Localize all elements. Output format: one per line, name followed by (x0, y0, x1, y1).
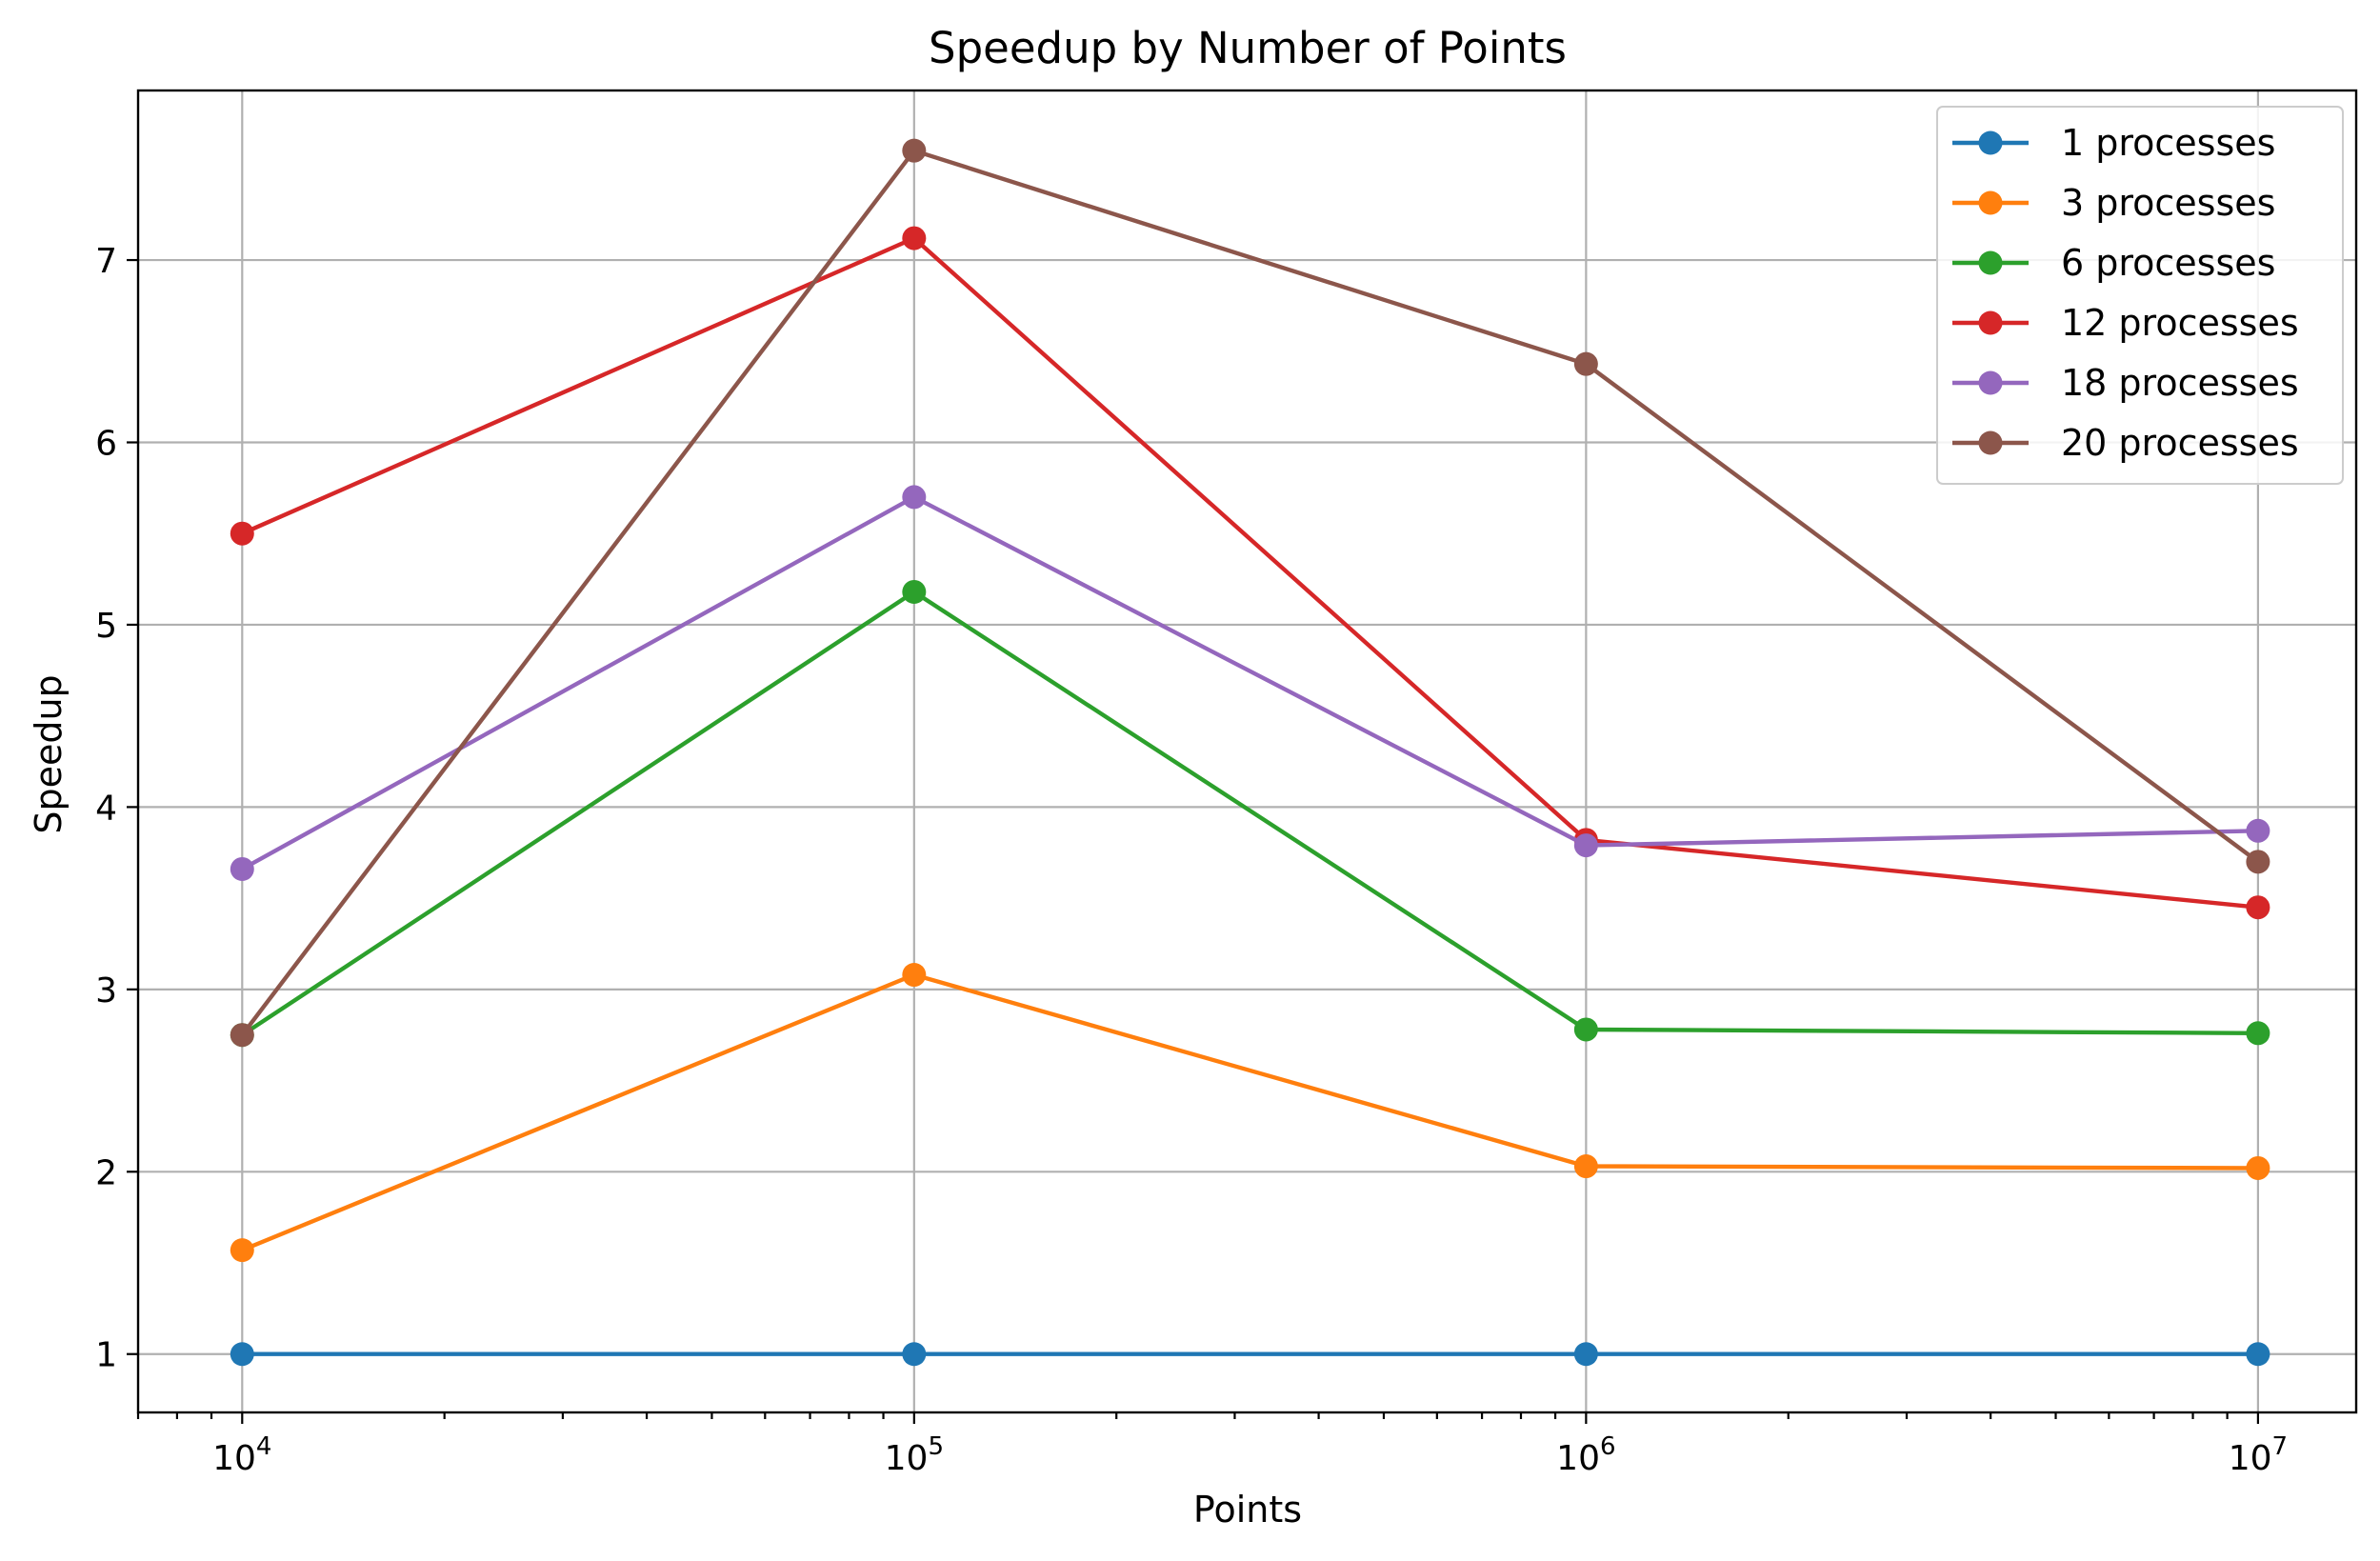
x-tick-label-exponent: 6 (1600, 1432, 1616, 1461)
series-line (241, 235, 2259, 910)
y-tick-label: 7 (95, 242, 117, 281)
legend-item: 12 processes (1952, 302, 2299, 344)
legend-item: 6 processes (1952, 242, 2275, 284)
series-group (230, 963, 2270, 1263)
legend-marker (1978, 370, 2003, 395)
y-tick-label: 1 (95, 1336, 117, 1375)
legend: 1 processes 3 processes 6 processes 12 proc… (1936, 106, 2344, 485)
data-point (1573, 833, 1598, 858)
series-line (241, 494, 2258, 871)
x-tick-label: 106 (1556, 1432, 1615, 1478)
legend-item: 18 processes (1952, 362, 2299, 404)
x-axis-label: Points (1193, 1489, 1302, 1531)
data-point (2246, 1342, 2270, 1367)
y-tick-label: 3 (95, 971, 117, 1011)
data-point (902, 138, 927, 163)
data-point (2246, 1021, 2270, 1046)
legend-item: 20 processes (1952, 422, 2299, 464)
x-tick-label-base: 10 (212, 1439, 256, 1478)
data-point (230, 1238, 254, 1263)
x-tick-label: 104 (212, 1432, 271, 1478)
legend-label: 6 processes (2061, 242, 2275, 284)
legend-marker (1978, 190, 2003, 215)
x-tick-label-base: 10 (2229, 1439, 2272, 1478)
data-point (2246, 895, 2270, 920)
data-point (230, 856, 254, 881)
series-line (241, 972, 2258, 1252)
legend-label: 20 processes (2061, 422, 2299, 464)
x-tick-label-base: 10 (885, 1439, 929, 1478)
legend-item: 1 processes (1952, 122, 2275, 164)
x-tick-label-exponent: 5 (928, 1432, 944, 1461)
data-point (1573, 1154, 1598, 1179)
x-tick-label-exponent: 4 (256, 1432, 272, 1461)
data-point (1573, 1342, 1598, 1367)
y-tick-label: 4 (95, 789, 117, 828)
legend-marker (1978, 250, 2003, 275)
series-group (230, 138, 2270, 1048)
legend-marker (1978, 310, 2003, 335)
legend-marker (1978, 130, 2003, 155)
y-tick-label: 2 (95, 1153, 117, 1192)
y-tick-label: 5 (95, 607, 117, 646)
legend-box (1936, 106, 2344, 485)
y-tick-label: 6 (95, 424, 117, 463)
data-point (1573, 1017, 1598, 1042)
data-point (2246, 818, 2270, 843)
legend-label: 18 processes (2061, 362, 2299, 404)
data-point (2246, 850, 2270, 874)
plot-series (230, 138, 2270, 1367)
series-line (241, 590, 2258, 1037)
data-point (1573, 351, 1598, 376)
data-point (902, 579, 927, 604)
series-group (230, 1342, 2270, 1367)
data-point (902, 485, 927, 510)
data-point (902, 226, 927, 250)
x-tick-label: 107 (2229, 1432, 2288, 1478)
x-tick-label-base: 10 (1556, 1439, 1600, 1478)
series-line (240, 148, 2260, 1037)
data-point (902, 1342, 927, 1367)
chart-title: Speedup by Number of Points (929, 23, 1567, 73)
legend-item: 3 processes (1952, 182, 2275, 224)
legend-label: 1 processes (2061, 122, 2275, 164)
data-point (902, 963, 927, 988)
data-point (230, 521, 254, 546)
data-point (230, 1023, 254, 1048)
legend-marker (1978, 430, 2003, 455)
data-point (2246, 1155, 2270, 1180)
y-axis-label: Speedup (28, 674, 70, 833)
x-tick-label: 105 (885, 1432, 944, 1478)
x-tick-label-exponent: 7 (2272, 1432, 2289, 1461)
data-point (230, 1342, 254, 1367)
legend-label: 12 processes (2061, 302, 2299, 344)
plot-frame (136, 89, 2358, 1414)
legend-label: 3 processes (2061, 182, 2275, 224)
series-group (230, 485, 2270, 881)
